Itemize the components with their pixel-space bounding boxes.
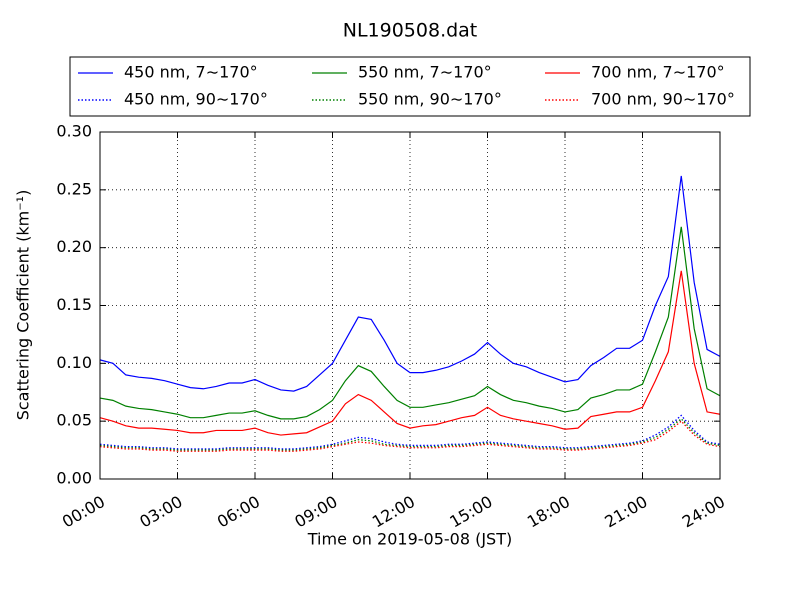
y-tick-label: 0.20 [56, 237, 92, 256]
plot-frame [99, 131, 721, 480]
data-line [99, 270, 721, 436]
y-axis-label: Scattering Coefficient (km⁻¹) [14, 190, 33, 421]
chart-title: NL190508.dat [343, 20, 478, 42]
legend-label: 450 nm, 7∼170° [124, 63, 258, 82]
legend-label: 550 nm, 90∼170° [358, 90, 502, 109]
data-line [99, 414, 721, 450]
y-tick-label: 0.05 [56, 411, 92, 430]
y-tick-label: 0.00 [56, 469, 92, 488]
data-line [99, 417, 721, 451]
y-tick-label: 0.10 [56, 353, 92, 372]
data-line [99, 175, 721, 392]
legend-label: 550 nm, 7∼170° [358, 63, 492, 82]
legend-box [69, 56, 751, 117]
legend-label: 700 nm, 90∼170° [591, 90, 735, 109]
data-line [99, 420, 721, 452]
data-line [99, 226, 721, 420]
legend-label: 450 nm, 90∼170° [124, 90, 268, 109]
legend-label: 700 nm, 7∼170° [591, 63, 725, 82]
y-tick-label: 0.30 [56, 122, 92, 141]
y-tick-label: 0.25 [56, 179, 92, 198]
x-axis-label: Time on 2019-05-08 (JST) [307, 530, 512, 549]
y-tick-label: 0.15 [56, 295, 92, 314]
